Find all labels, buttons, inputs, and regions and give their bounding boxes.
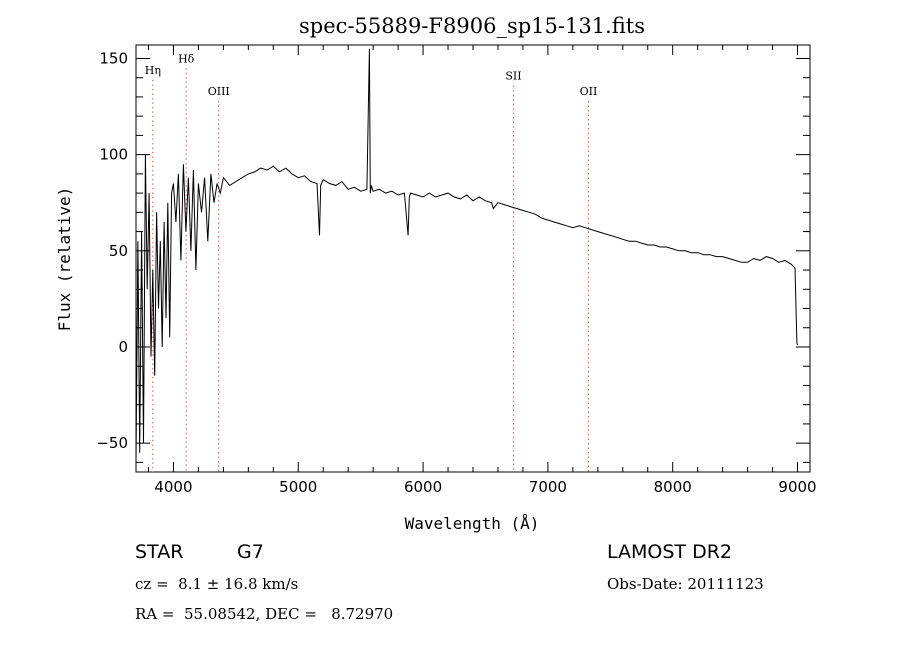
spectral-line-markers bbox=[152, 68, 589, 472]
x-tick-label: 7000 bbox=[529, 478, 567, 496]
subclass: G7 bbox=[237, 541, 264, 563]
spectral-line-labels: Hη Hδ OIII SII OII bbox=[145, 52, 598, 98]
spectral-line-label: SII bbox=[505, 70, 521, 83]
axis-tick-labels: 4000 5000 6000 7000 8000 9000 −50 0 50 100 150 bbox=[96, 49, 816, 496]
y-axis-label: Flux (relative) bbox=[55, 187, 74, 332]
y-tick-label: 100 bbox=[99, 146, 128, 164]
coordinates-readout: RA = 55.08542, DEC = 8.72970 bbox=[135, 605, 394, 623]
observation-date: Obs-Date: 20111123 bbox=[607, 575, 764, 593]
chart-title: spec-55889-F8906_sp15-131.fits bbox=[299, 14, 645, 38]
spectrum-line bbox=[135, 48, 798, 463]
x-tick-label: 4000 bbox=[154, 478, 192, 496]
survey-name: LAMOST DR2 bbox=[607, 541, 732, 563]
x-tick-label: 8000 bbox=[654, 478, 692, 496]
redshift-readout: cz = 8.1 ± 16.8 km/s bbox=[135, 575, 299, 593]
spectral-line-label: Hη bbox=[145, 64, 161, 77]
y-tick-label: −50 bbox=[96, 434, 128, 452]
x-tick-label: 9000 bbox=[778, 478, 816, 496]
y-tick-label: 0 bbox=[118, 338, 128, 356]
axis-ticks bbox=[136, 45, 810, 472]
x-tick-label: 5000 bbox=[279, 478, 317, 496]
spectral-line-label: OII bbox=[580, 85, 598, 98]
x-tick-label: 6000 bbox=[404, 478, 442, 496]
y-tick-label: 50 bbox=[109, 242, 128, 260]
plot-frame bbox=[135, 44, 811, 473]
spectral-line-label: OIII bbox=[208, 85, 230, 98]
object-class: STAR bbox=[135, 541, 184, 563]
y-tick-label: 150 bbox=[99, 49, 128, 67]
spectral-line-label: Hδ bbox=[178, 52, 195, 65]
x-axis-label: Wavelength (Å) bbox=[405, 514, 540, 533]
